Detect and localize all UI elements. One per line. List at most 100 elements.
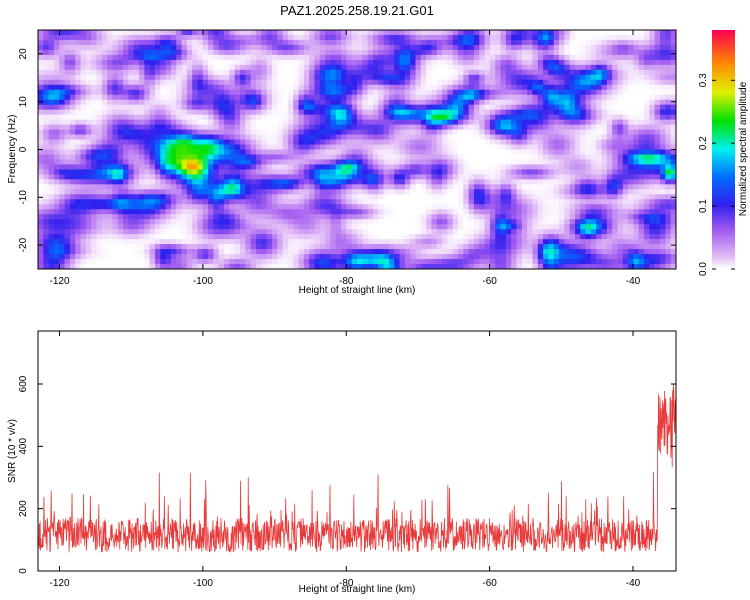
- heatmap-cell: [543, 184, 549, 190]
- heatmap-cell: [585, 214, 592, 220]
- heatmap-cell: [101, 179, 108, 185]
- heatmap-cell: [548, 154, 555, 161]
- heatmap-cell: [500, 34, 507, 41]
- heatmap-cell: [197, 129, 204, 136]
- heatmap-cell: [346, 99, 353, 106]
- heatmap-cell: [372, 174, 379, 180]
- heatmap-cell: [282, 79, 289, 86]
- heatmap-cell: [351, 124, 358, 131]
- heatmap-cell: [442, 144, 448, 151]
- heatmap-cell: [107, 139, 114, 146]
- heatmap-cell: [500, 114, 507, 121]
- heatmap-cell: [335, 34, 342, 41]
- heatmap-cell: [149, 74, 156, 81]
- heatmap-cell: [468, 114, 475, 121]
- heatmap-cell: [53, 159, 60, 166]
- heatmap-cell: [261, 174, 268, 180]
- heatmap-cell: [309, 124, 316, 131]
- heatmap-cell: [261, 164, 268, 171]
- heatmap-cell: [48, 174, 55, 180]
- heatmap-cell: [335, 99, 342, 106]
- heatmap-cell: [229, 34, 236, 41]
- heatmap-cell: [436, 224, 443, 230]
- heatmap-cell: [420, 234, 427, 240]
- heatmap-cell: [59, 109, 66, 116]
- heatmap-cell: [112, 179, 119, 185]
- heatmap-cell: [245, 54, 252, 61]
- heatmap-cell: [240, 219, 246, 225]
- heatmap-cell: [383, 99, 390, 106]
- heatmap-cell: [505, 159, 512, 166]
- heatmap-cell: [245, 199, 252, 205]
- heatmap-cell: [202, 159, 209, 166]
- heatmap-cell: [319, 44, 326, 51]
- heatmap-cell: [202, 229, 209, 235]
- heatmap-cell: [670, 219, 676, 225]
- heatmap-cell: [458, 39, 464, 46]
- heatmap-cell: [628, 114, 635, 121]
- heatmap-cell: [596, 194, 603, 200]
- heatmap-cell: [229, 64, 236, 71]
- heatmap-cell: [117, 49, 124, 56]
- heatmap-cell: [495, 59, 502, 66]
- heatmap-cell: [224, 64, 230, 71]
- heatmap-cell: [463, 179, 470, 185]
- heatmap-cell: [335, 54, 342, 61]
- heatmap-cell: [601, 114, 608, 121]
- heatmap-cell: [372, 119, 379, 126]
- heatmap-cell: [543, 34, 549, 41]
- heatmap-cell: [479, 224, 486, 230]
- heatmap-cell: [516, 89, 523, 96]
- heatmap-cell: [144, 89, 151, 96]
- heatmap-cell: [117, 94, 124, 101]
- heatmap-cell: [170, 69, 177, 76]
- heatmap-cell: [224, 189, 230, 195]
- heatmap-cell: [484, 39, 491, 46]
- heatmap-cell: [362, 49, 369, 56]
- heatmap-cell: [564, 59, 571, 66]
- heatmap-cell: [452, 174, 459, 180]
- heatmap-cell: [53, 44, 60, 51]
- heatmap-cell: [383, 229, 390, 235]
- heatmap-cell: [319, 99, 326, 106]
- heatmap-cell: [192, 119, 199, 126]
- heatmap-cell: [64, 74, 71, 81]
- heatmap-cell: [154, 214, 161, 220]
- heatmap-cell: [516, 94, 523, 101]
- heatmap-cell: [75, 224, 82, 230]
- heatmap-cell: [261, 159, 268, 166]
- heatmap-cell: [181, 89, 188, 96]
- heatmap-cell: [218, 174, 225, 180]
- heatmap-cell: [314, 214, 321, 220]
- heatmap-cell: [266, 149, 273, 156]
- heatmap-cell: [234, 54, 241, 61]
- heatmap-cell: [112, 139, 119, 146]
- heatmap-cell: [564, 179, 571, 185]
- heatmap-cell: [144, 69, 151, 76]
- heatmap-cell: [128, 59, 135, 66]
- heatmap-cell: [606, 64, 613, 71]
- heatmap-cell: [165, 94, 172, 101]
- heatmap-cell: [213, 194, 220, 200]
- heatmap-cell: [543, 194, 549, 200]
- heatmap-cell: [234, 119, 241, 126]
- heatmap-cell: [123, 34, 129, 41]
- heatmap-cell: [649, 139, 656, 146]
- heatmap-cell: [80, 69, 87, 76]
- heatmap-cell: [229, 204, 236, 210]
- heatmap-cell: [341, 154, 347, 161]
- heatmap-cell: [282, 39, 289, 46]
- heatmap-cell: [468, 214, 475, 220]
- heatmap-cell: [537, 159, 544, 166]
- heatmap-cell: [665, 119, 672, 126]
- heatmap-cell: [463, 104, 470, 111]
- heatmap-cell: [176, 74, 183, 81]
- heatmap-cell: [660, 74, 666, 81]
- heatmap-cell: [181, 179, 188, 185]
- heatmap-cell: [426, 49, 433, 56]
- heatmap-cell: [612, 99, 619, 106]
- heatmap-cell: [404, 209, 411, 215]
- heatmap-cell: [590, 149, 597, 156]
- heatmap-cell: [245, 94, 252, 101]
- heatmap-cell: [154, 49, 161, 56]
